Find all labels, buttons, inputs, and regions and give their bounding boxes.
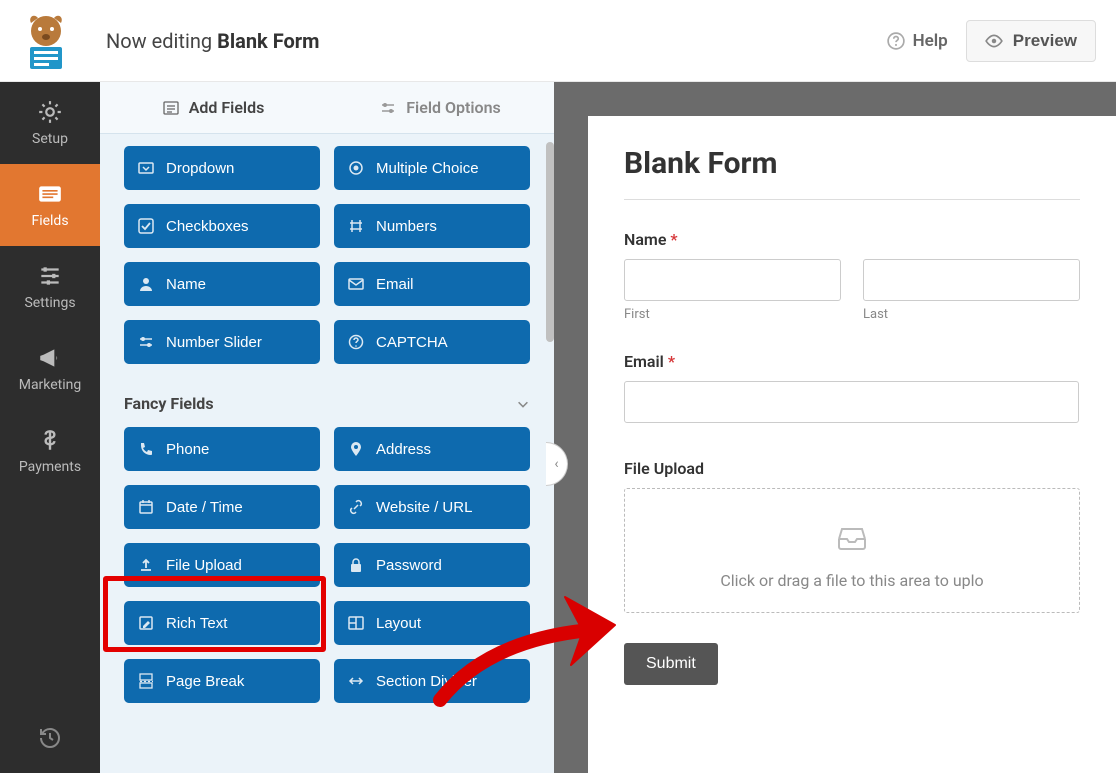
field-phone[interactable]: Phone [124, 427, 320, 471]
dropdown-icon [138, 160, 154, 176]
sliders-icon [138, 334, 154, 350]
tray-icon [834, 521, 870, 553]
field-multiple-choice[interactable]: Multiple Choice [334, 146, 530, 190]
field-address[interactable]: Address [334, 427, 530, 471]
upload-hint: Click or drag a file to this area to upl… [645, 571, 1059, 590]
lock-icon [348, 557, 364, 573]
user-icon [138, 276, 154, 292]
field-date-time[interactable]: Date / Time [124, 485, 320, 529]
nav-marketing[interactable]: Marketing [0, 328, 100, 410]
link-icon [348, 499, 364, 515]
upload-icon [138, 557, 154, 573]
panel-scrollbar[interactable] [546, 142, 554, 342]
submit-button[interactable]: Submit [624, 643, 718, 685]
email-label: Email * [624, 352, 1080, 371]
preview-button[interactable]: Preview [966, 20, 1096, 62]
fields-panel: Add Fields Field Options Dropdown Multipl… [100, 82, 554, 773]
fancy-fields-header[interactable]: Fancy Fields [124, 394, 530, 413]
layout-icon [348, 615, 364, 631]
nav-settings[interactable]: Settings [0, 246, 100, 328]
pagebreak-icon [138, 673, 154, 689]
form-divider [624, 199, 1080, 200]
field-checkboxes[interactable]: Checkboxes [124, 204, 320, 248]
hash-icon [348, 218, 364, 234]
field-captcha[interactable]: CAPTCHA [334, 320, 530, 364]
field-password[interactable]: Password [334, 543, 530, 587]
field-number-slider[interactable]: Number Slider [124, 320, 320, 364]
radio-icon [348, 160, 364, 176]
field-numbers[interactable]: Numbers [334, 204, 530, 248]
tab-field-options[interactable]: Field Options [327, 82, 554, 133]
help-icon [348, 334, 364, 350]
topbar: Now editing Blank Form Help Preview [0, 0, 1116, 82]
name-label: Name * [624, 230, 1080, 249]
editing-title: Now editing Blank Form [106, 29, 319, 53]
field-page-break[interactable]: Page Break [124, 659, 320, 703]
calendar-icon [138, 499, 154, 515]
form-title[interactable]: Blank Form [624, 146, 1080, 181]
field-website-url[interactable]: Website / URL [334, 485, 530, 529]
canvas-area: Blank Form Name * First Last Email * Fil… [554, 82, 1116, 773]
chevron-down-icon [516, 397, 530, 411]
email-input[interactable] [624, 381, 1079, 423]
field-name[interactable]: Name [124, 262, 320, 306]
last-sublabel: Last [863, 307, 1080, 322]
nav-fields[interactable]: Fields [0, 164, 100, 246]
tab-add-fields[interactable]: Add Fields [100, 82, 327, 133]
field-file-upload[interactable]: File Upload [124, 543, 320, 587]
divider-icon [348, 673, 364, 689]
mail-icon [348, 276, 364, 292]
left-nav: Setup Fields Settings Marketing Payments [0, 82, 100, 773]
nav-revisions[interactable] [0, 703, 100, 773]
first-sublabel: First [624, 307, 841, 322]
field-rich-text[interactable]: Rich Text [124, 601, 320, 645]
first-name-input[interactable] [624, 259, 841, 301]
field-layout[interactable]: Layout [334, 601, 530, 645]
field-email[interactable]: Email [334, 262, 530, 306]
help-link[interactable]: Help [887, 31, 948, 51]
file-upload-zone[interactable]: Click or drag a file to this area to upl… [624, 488, 1080, 613]
pin-icon [348, 441, 364, 457]
phone-icon [138, 441, 154, 457]
field-dropdown[interactable]: Dropdown [124, 146, 320, 190]
upload-label: File Upload [624, 459, 1080, 478]
form-canvas[interactable]: Blank Form Name * First Last Email * Fil… [588, 116, 1116, 773]
nav-payments[interactable]: Payments [0, 410, 100, 492]
wpforms-logo [16, 11, 76, 71]
field-section-divider[interactable]: Section Divider [334, 659, 530, 703]
last-name-input[interactable] [863, 259, 1080, 301]
nav-setup[interactable]: Setup [0, 82, 100, 164]
edit-icon [138, 615, 154, 631]
check-icon [138, 218, 154, 234]
